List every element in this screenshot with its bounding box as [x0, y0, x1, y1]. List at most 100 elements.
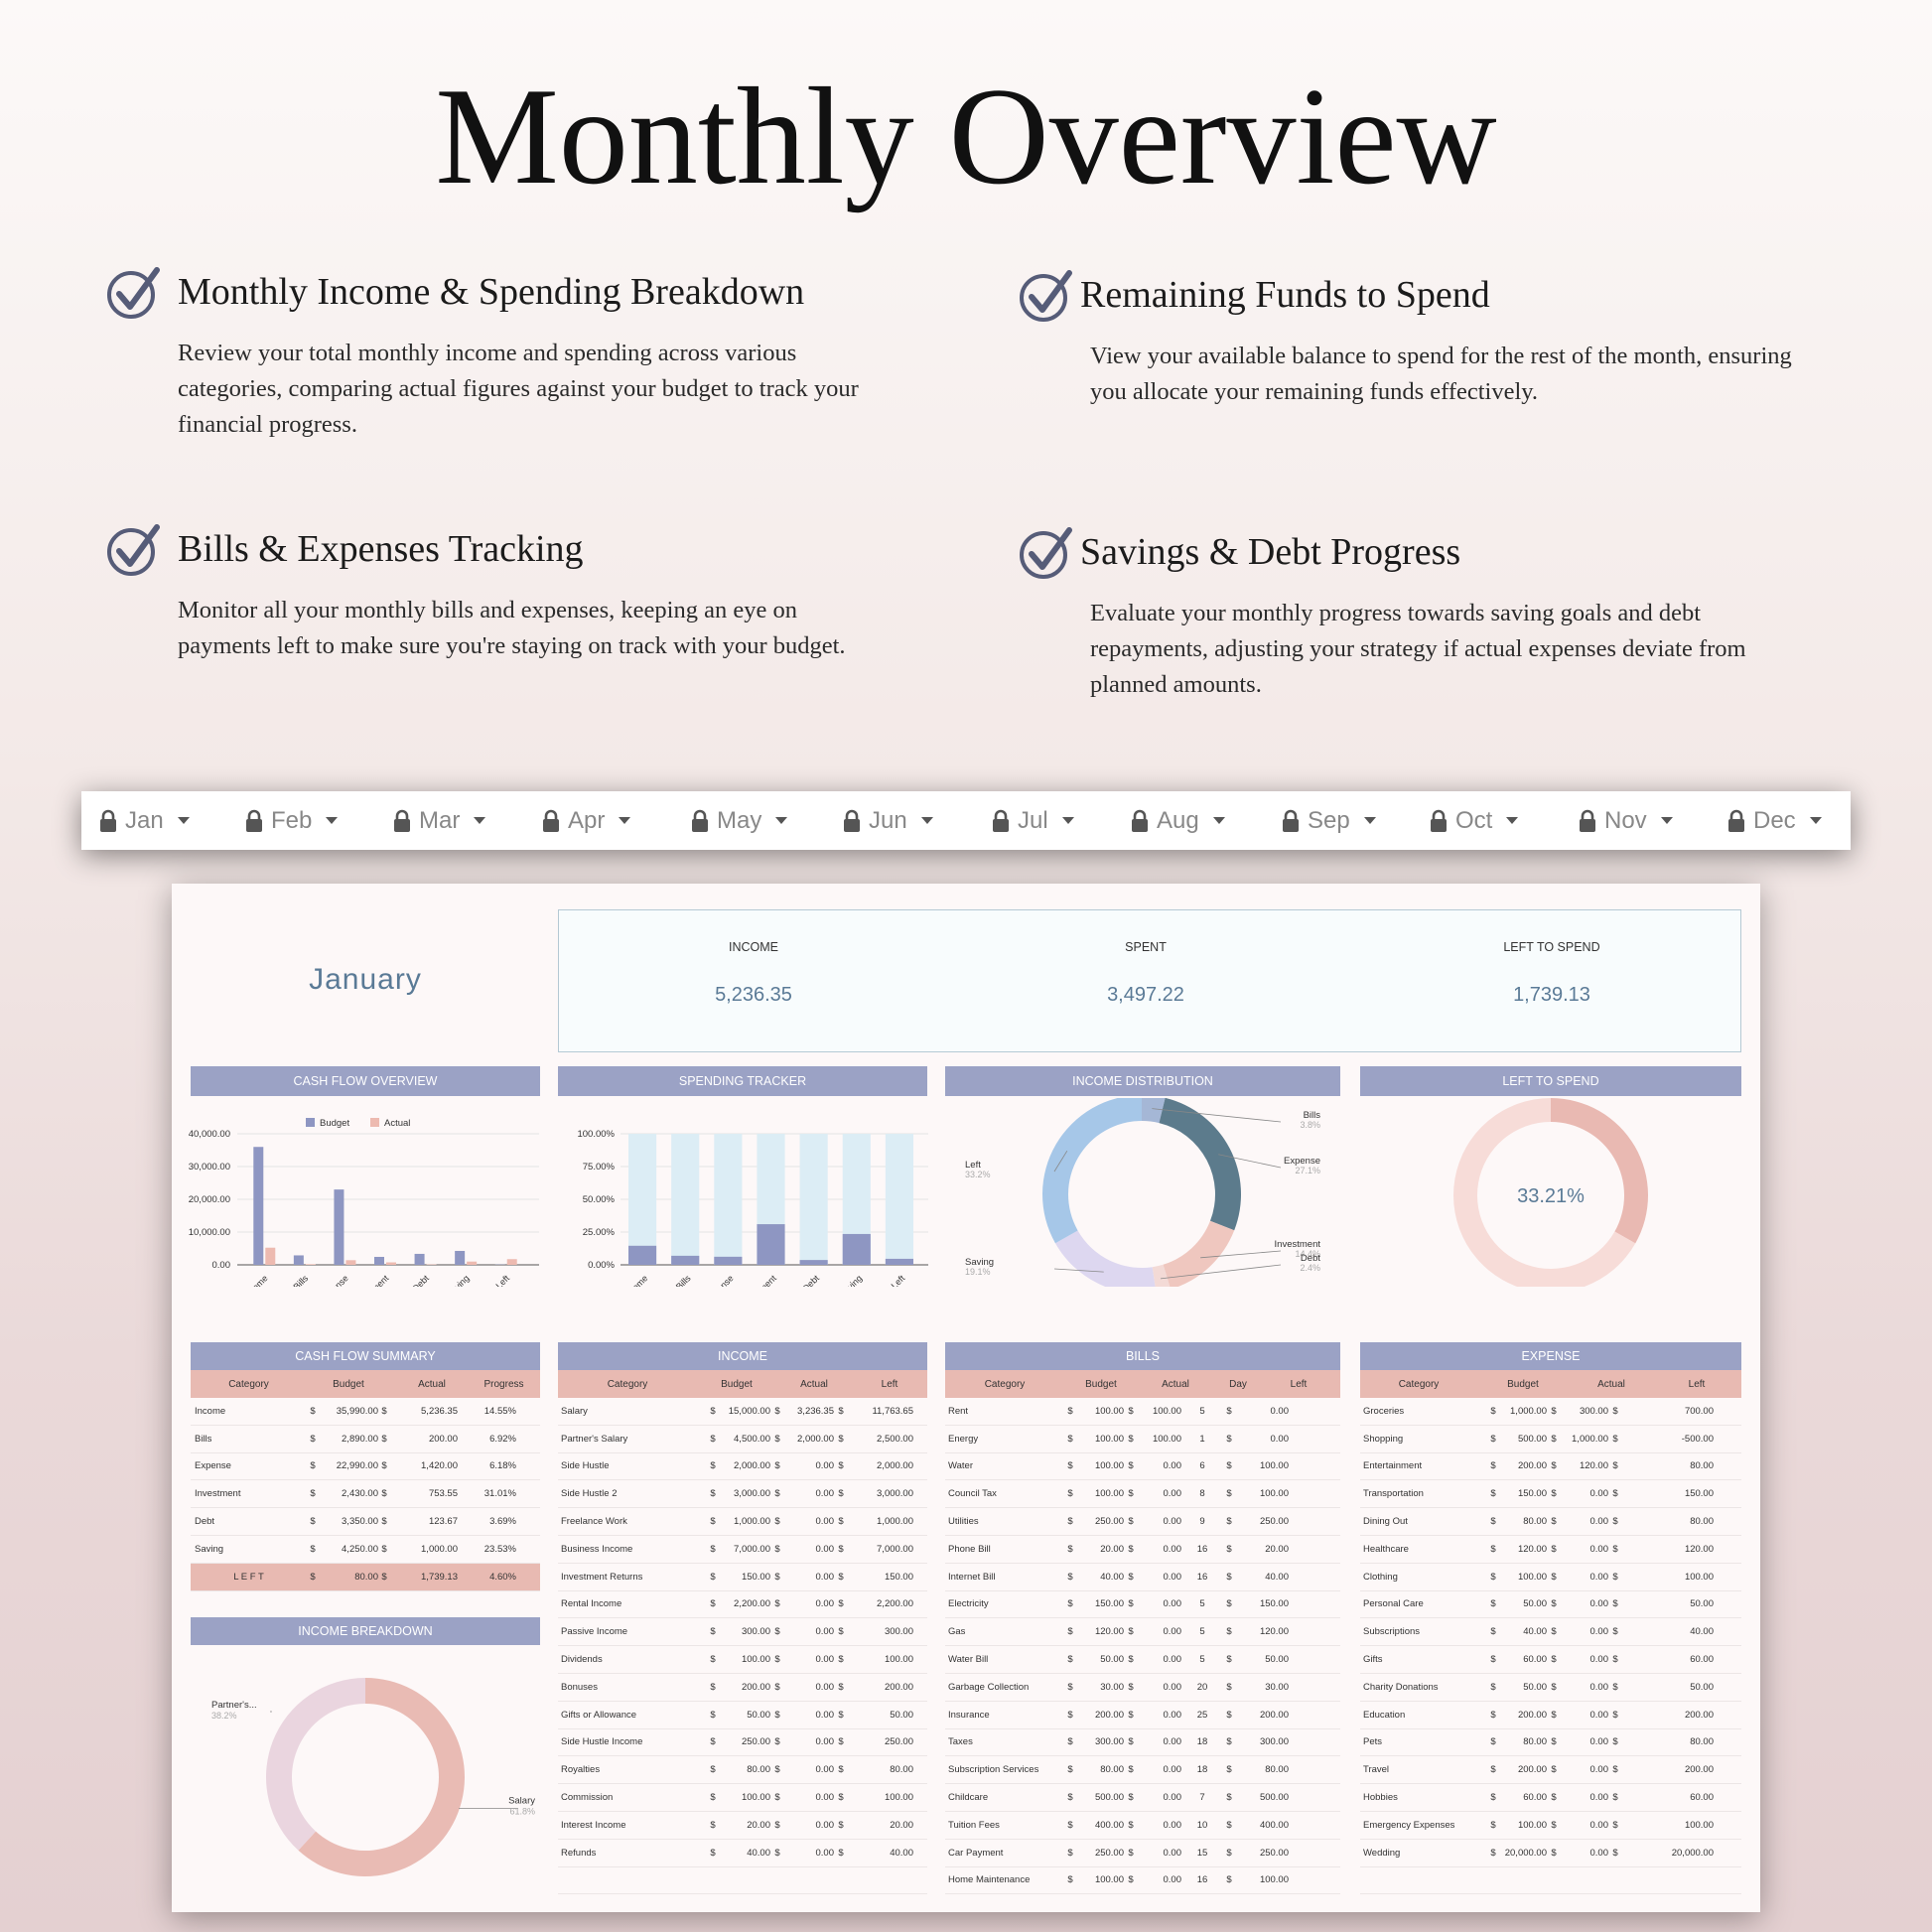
- donut-slice: [1142, 1098, 1166, 1124]
- table-cell: 150.00: [1094, 1598, 1124, 1610]
- slice-label: Bills: [1304, 1110, 1321, 1121]
- table-cell: Investment Returns: [561, 1571, 643, 1583]
- month-tab-aug[interactable]: Aug: [1113, 791, 1264, 850]
- month-tab-sep[interactable]: Sep: [1264, 791, 1412, 850]
- table-cell: 50.00: [1265, 1654, 1289, 1666]
- table-cell: 200.00: [884, 1681, 913, 1693]
- table-cell: $: [1551, 1736, 1557, 1748]
- kpi-label: LEFT TO SPEND: [1503, 940, 1600, 954]
- feature-title: Bills & Expenses Tracking: [178, 528, 584, 570]
- table-cell: 500.00: [1094, 1792, 1124, 1804]
- donut-slice: [1159, 1098, 1241, 1231]
- table-row: Side Hustle Income $250.00 $0.00 $250.00: [558, 1729, 927, 1757]
- lock-icon: [1283, 809, 1299, 832]
- column-header: Budget: [721, 1378, 753, 1390]
- table-cell: $: [1128, 1792, 1134, 1804]
- table-cell: 150.00: [1684, 1488, 1714, 1500]
- column-header: Category: [984, 1378, 1026, 1390]
- month-tab-dec[interactable]: Dec: [1710, 791, 1851, 850]
- table-cell: Water: [948, 1460, 973, 1472]
- y-tick-label: 0.00: [212, 1260, 231, 1271]
- table-cell: $: [710, 1488, 716, 1500]
- month-tab-label: Apr: [568, 806, 606, 834]
- column-header: Actual: [1597, 1378, 1625, 1390]
- table-row: Gifts or Allowance $50.00 $0.00 $50.00: [558, 1702, 927, 1729]
- table-row: [1360, 1867, 1741, 1895]
- table-cell: $: [1551, 1571, 1557, 1583]
- table-cell: $: [1551, 1405, 1557, 1417]
- table-cell: 150.00: [741, 1571, 770, 1583]
- month-tab-feb[interactable]: Feb: [227, 791, 375, 850]
- table-cell: Investment: [195, 1488, 241, 1500]
- bar: [265, 1247, 276, 1265]
- table-row: Freelance Work $1,000.00 $0.00 $1,000.00: [558, 1508, 927, 1536]
- table-cell: 50.00: [1523, 1598, 1547, 1610]
- table-cell: 100.00: [1152, 1405, 1181, 1417]
- month-tab-apr[interactable]: Apr: [524, 791, 673, 850]
- bills-table-header: BILLS: [945, 1342, 1340, 1370]
- lock-icon: [692, 809, 708, 832]
- y-tick-label: 40,000.00: [189, 1129, 230, 1140]
- month-tab-label: Mar: [419, 806, 461, 834]
- table-cell: Royalties: [561, 1764, 601, 1776]
- table-cell: 5: [1199, 1405, 1205, 1417]
- bar: [345, 1260, 356, 1265]
- table-cell: 0.00: [1163, 1598, 1182, 1610]
- month-tab-jun[interactable]: Jun: [825, 791, 974, 850]
- y-tick-label: 25.00%: [583, 1227, 616, 1238]
- table-cell: 0.00: [1589, 1543, 1609, 1555]
- table-cell: $: [1612, 1598, 1618, 1610]
- table-cell: $: [710, 1543, 716, 1555]
- table-cell: $: [1067, 1681, 1073, 1693]
- table-cell: $: [1128, 1847, 1134, 1859]
- table-cell: $: [1067, 1405, 1073, 1417]
- table-cell: $: [1551, 1681, 1557, 1693]
- table-cell: 1,000.00: [421, 1543, 458, 1555]
- table-row: Side Hustle 2 $3,000.00 $0.00 $3,000.00: [558, 1480, 927, 1509]
- month-tab-nov[interactable]: Nov: [1561, 791, 1710, 850]
- table-cell: 100.00: [1259, 1460, 1289, 1472]
- table-cell: $: [1128, 1516, 1134, 1528]
- table-cell: Charity Donations: [1363, 1681, 1439, 1693]
- kpi-left-to-spend: LEFT TO SPEND 1,739.13: [1423, 910, 1681, 1007]
- month-tab-oct[interactable]: Oct: [1412, 791, 1561, 850]
- month-tab-jan[interactable]: Jan: [81, 791, 227, 850]
- table-cell: $: [1226, 1847, 1232, 1859]
- table-cell: $: [838, 1598, 844, 1610]
- table-cell: 0.00: [815, 1460, 835, 1472]
- table-row: Groceries $1,000.00 $300.00 $700.00: [1360, 1398, 1741, 1426]
- month-tab-jul[interactable]: Jul: [974, 791, 1113, 850]
- table-cell: $: [1128, 1571, 1134, 1583]
- table-cell: $: [838, 1819, 844, 1831]
- table-cell: Education: [1363, 1709, 1406, 1721]
- table-cell: 80.00: [1690, 1460, 1714, 1472]
- table-cell: 2,200.00: [734, 1598, 770, 1610]
- slice-pct: 3.8%: [1300, 1120, 1320, 1130]
- table-cell: Freelance Work: [561, 1516, 627, 1528]
- table-cell: 150.00: [1259, 1598, 1289, 1610]
- checkmark-icon: [1020, 270, 1072, 322]
- column-header: Category: [1398, 1378, 1440, 1390]
- table-cell: 0.00: [1163, 1847, 1182, 1859]
- table-cell: Gifts or Allowance: [561, 1709, 637, 1721]
- table-cell: Car Payment: [948, 1847, 1004, 1859]
- table-cell: 100.00: [1094, 1874, 1124, 1886]
- table-cell: $: [1551, 1598, 1557, 1610]
- month-tab-may[interactable]: May: [673, 791, 825, 850]
- table-cell: $: [710, 1736, 716, 1748]
- lock-icon: [1580, 809, 1595, 832]
- table-cell: $: [1226, 1681, 1232, 1693]
- table-cell: $: [774, 1847, 780, 1859]
- table-cell: 60.00: [1523, 1654, 1547, 1666]
- table-cell: 0.00: [815, 1764, 835, 1776]
- table-cell: Transportation: [1363, 1488, 1424, 1500]
- table-cell: $: [1067, 1433, 1073, 1445]
- table-cell: $: [310, 1543, 316, 1555]
- table-row: Water Bill $50.00 $0.00 5 $50.00: [945, 1646, 1340, 1674]
- column-header: Day: [1229, 1378, 1247, 1390]
- table-cell: Garbage Collection: [948, 1681, 1030, 1693]
- x-tick-label: Debt: [410, 1273, 431, 1287]
- table-cell: 40.00: [1100, 1571, 1124, 1583]
- table-cell: $: [1226, 1874, 1232, 1886]
- month-tab-mar[interactable]: Mar: [375, 791, 524, 850]
